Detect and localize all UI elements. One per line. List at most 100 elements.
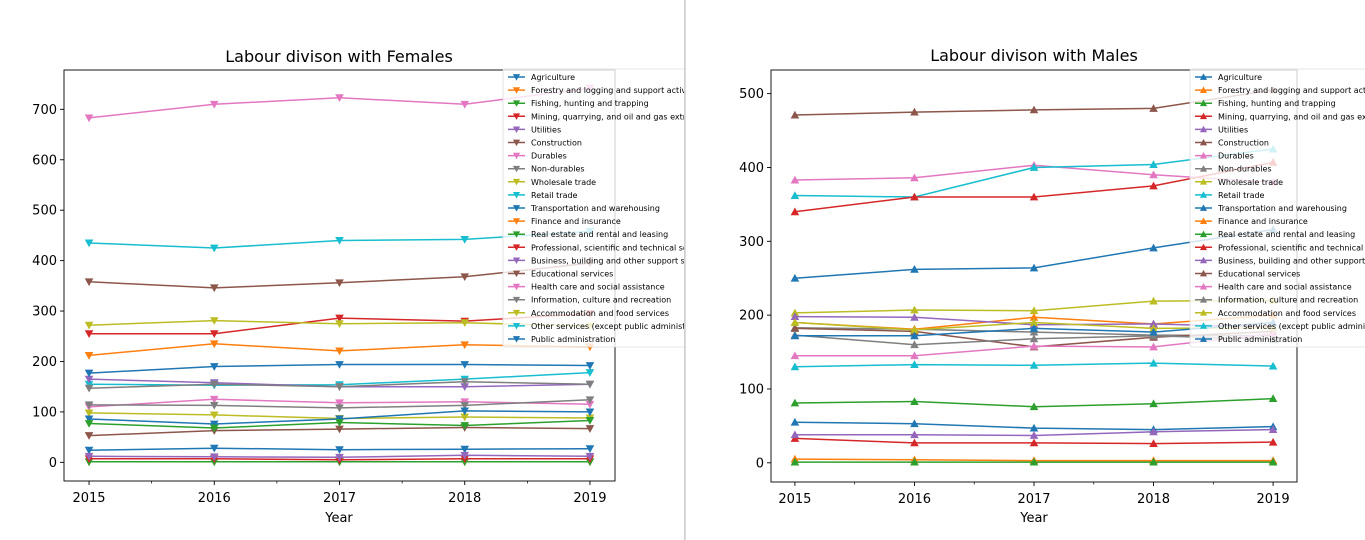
x-tick-label: 2015 bbox=[778, 492, 811, 507]
x-tick-label: 2018 bbox=[448, 491, 481, 506]
data-point bbox=[790, 351, 800, 360]
data-point bbox=[1149, 439, 1158, 448]
legend-item: Utilities bbox=[508, 125, 561, 134]
data-point bbox=[84, 239, 94, 248]
y-tick-label: 100 bbox=[739, 382, 764, 397]
x-tick-label: 2016 bbox=[198, 491, 231, 506]
legend-marker bbox=[1199, 86, 1208, 93]
data-point bbox=[335, 419, 344, 427]
y-tick-label: 500 bbox=[739, 87, 764, 102]
legend-marker bbox=[512, 139, 521, 147]
legend-marker bbox=[1199, 138, 1208, 146]
data-point bbox=[460, 341, 470, 350]
legend-item: Health care and social assistance bbox=[1195, 283, 1352, 292]
x-axis-label: Year bbox=[324, 511, 353, 526]
data-point bbox=[335, 320, 344, 328]
legend-marker bbox=[1199, 230, 1208, 238]
data-point bbox=[1149, 342, 1158, 351]
males-chart-panel: Labour divison with Males Year 0 100 200 30… bbox=[686, 0, 1365, 540]
data-point bbox=[585, 425, 595, 433]
y-tick-label: 200 bbox=[739, 309, 764, 324]
data-point bbox=[209, 424, 219, 433]
data-point bbox=[910, 325, 919, 334]
data-point bbox=[790, 398, 800, 407]
data-point bbox=[460, 319, 470, 327]
data-point bbox=[910, 430, 919, 439]
data-point bbox=[209, 340, 219, 349]
data-point bbox=[910, 397, 919, 405]
data-point bbox=[910, 360, 919, 369]
legend-label: Other services (except public administra… bbox=[1218, 322, 1365, 331]
data-point bbox=[335, 425, 344, 434]
legend-item: Construction bbox=[1195, 139, 1269, 148]
data-point bbox=[209, 330, 219, 339]
data-point bbox=[910, 173, 919, 182]
data-point bbox=[1149, 319, 1158, 328]
data-point bbox=[84, 452, 94, 461]
legend-marker bbox=[512, 178, 521, 186]
data-point bbox=[460, 407, 470, 416]
legend-marker bbox=[1199, 296, 1208, 303]
data-point bbox=[1029, 457, 1039, 466]
legend-marker bbox=[1199, 322, 1208, 329]
legend-item: Transportation and warehousing bbox=[1195, 204, 1347, 213]
legend-label: Health care and social assistance bbox=[531, 283, 665, 292]
legend-marker bbox=[512, 336, 521, 343]
data-point bbox=[209, 244, 219, 253]
data-point bbox=[84, 384, 94, 393]
legend-item: Finance and insurance bbox=[508, 217, 621, 226]
x-tick-label: 2018 bbox=[1137, 492, 1170, 507]
data-point bbox=[585, 362, 595, 370]
y-tick-label: 300 bbox=[739, 235, 764, 250]
data-point bbox=[910, 438, 919, 447]
legend-item: Fishing, hunting and trapping bbox=[1195, 99, 1336, 108]
data-point bbox=[84, 420, 94, 428]
legend-box bbox=[1189, 68, 1365, 348]
legend-marker bbox=[512, 296, 521, 304]
legend-item: Business, building and other support ser… bbox=[1195, 256, 1365, 265]
data-point bbox=[1149, 457, 1158, 466]
legend-marker bbox=[512, 283, 521, 291]
chart-title: Labour divison with Females bbox=[225, 47, 453, 66]
y-tick-label: 100 bbox=[32, 405, 57, 420]
legend-item: Accommodation and food services bbox=[1195, 309, 1356, 318]
data-point bbox=[1029, 263, 1039, 272]
y-tick-label: 300 bbox=[32, 305, 57, 320]
legend-label: Fishing, hunting and trapping bbox=[531, 99, 649, 108]
y-tick-label: 0 bbox=[756, 456, 764, 471]
x-tick-label: 2019 bbox=[573, 491, 606, 506]
legend-item: Wholesale trade bbox=[508, 178, 596, 187]
data-point bbox=[1149, 243, 1158, 252]
legend-marker bbox=[1199, 125, 1208, 133]
data-point bbox=[209, 453, 219, 462]
data-point bbox=[209, 100, 219, 109]
data-point bbox=[84, 278, 94, 287]
data-point bbox=[585, 400, 595, 409]
series-public-administration bbox=[84, 361, 595, 378]
legend-item: Non-durables bbox=[508, 165, 585, 174]
legend-item: Retail trade bbox=[508, 191, 578, 200]
data-point bbox=[1029, 431, 1039, 439]
data-point bbox=[1268, 457, 1278, 466]
data-point bbox=[460, 361, 470, 369]
data-point bbox=[585, 408, 595, 417]
legend-label: Non-durables bbox=[531, 165, 585, 174]
legend-item: Utilities bbox=[1195, 125, 1248, 134]
data-point bbox=[910, 305, 919, 314]
series-information-culture-and-recreation bbox=[84, 378, 595, 393]
data-point bbox=[209, 411, 219, 420]
data-point bbox=[460, 100, 470, 109]
series-utilities bbox=[84, 451, 595, 462]
legend-item: Durables bbox=[1195, 152, 1254, 161]
legend-label: Accommodation and food services bbox=[531, 309, 669, 318]
legend-label: Durables bbox=[531, 152, 567, 161]
legend-marker bbox=[1199, 191, 1208, 198]
data-point bbox=[585, 452, 595, 461]
legend-label: Finance and insurance bbox=[531, 217, 621, 226]
data-point bbox=[585, 445, 595, 454]
legend-marker bbox=[512, 323, 521, 330]
legend-item: Mining, quarrying, and oil and gas extra… bbox=[1195, 112, 1365, 121]
data-point bbox=[335, 347, 344, 356]
legend-marker bbox=[512, 309, 521, 317]
data-point bbox=[460, 273, 470, 282]
